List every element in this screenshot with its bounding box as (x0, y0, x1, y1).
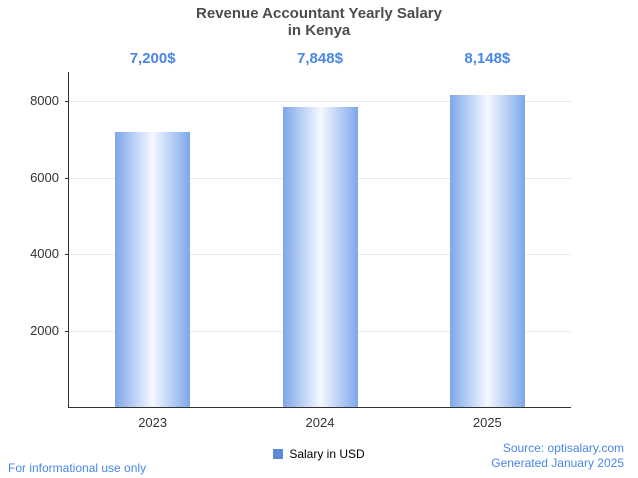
gridline (69, 101, 571, 103)
y-axis-tick (65, 101, 69, 103)
y-tick-label: 4000 (30, 246, 59, 262)
bar-2024[interactable] (282, 106, 358, 407)
y-tick-label: 2000 (30, 322, 59, 338)
legend-swatch (273, 449, 284, 459)
chart-title-line2: in Kenya (287, 22, 351, 39)
value-label-2025: 8,148$ (464, 50, 511, 67)
bar-2025[interactable] (449, 95, 525, 407)
x-tick-label-2023: 2023 (138, 415, 168, 430)
legend: Salary in USD (0, 447, 638, 461)
chart-title: Revenue Accountant Yearly Salary in Keny… (0, 5, 638, 39)
source-info: Source: optisalary.com Generated January… (491, 441, 624, 471)
source-text: Source: optisalary.com (502, 441, 624, 455)
value-label-2024: 7,848$ (297, 50, 343, 67)
chart-title-line1: Revenue Accountant Yearly Salary (196, 5, 442, 22)
y-tick-label: 8000 (30, 93, 59, 109)
generated-text: Generated January 2025 (491, 456, 624, 470)
bar-2023[interactable] (115, 131, 191, 407)
plot-area: 2000 4000 6000 8000 7,200$ 2023 7,848$ 2024 8,14… (30, 50, 571, 430)
x-tick-label-2024: 2024 (305, 415, 335, 430)
y-axis-tick (65, 254, 69, 256)
value-label-2023: 7,200$ (129, 50, 176, 67)
y-axis-tick (65, 330, 69, 332)
disclaimer-text: For informational use only (8, 461, 147, 475)
x-tick-label-2025: 2025 (472, 415, 502, 430)
legend-label: Salary in USD (289, 447, 365, 461)
y-axis-tick (65, 177, 69, 179)
y-tick-label: 6000 (30, 169, 59, 185)
